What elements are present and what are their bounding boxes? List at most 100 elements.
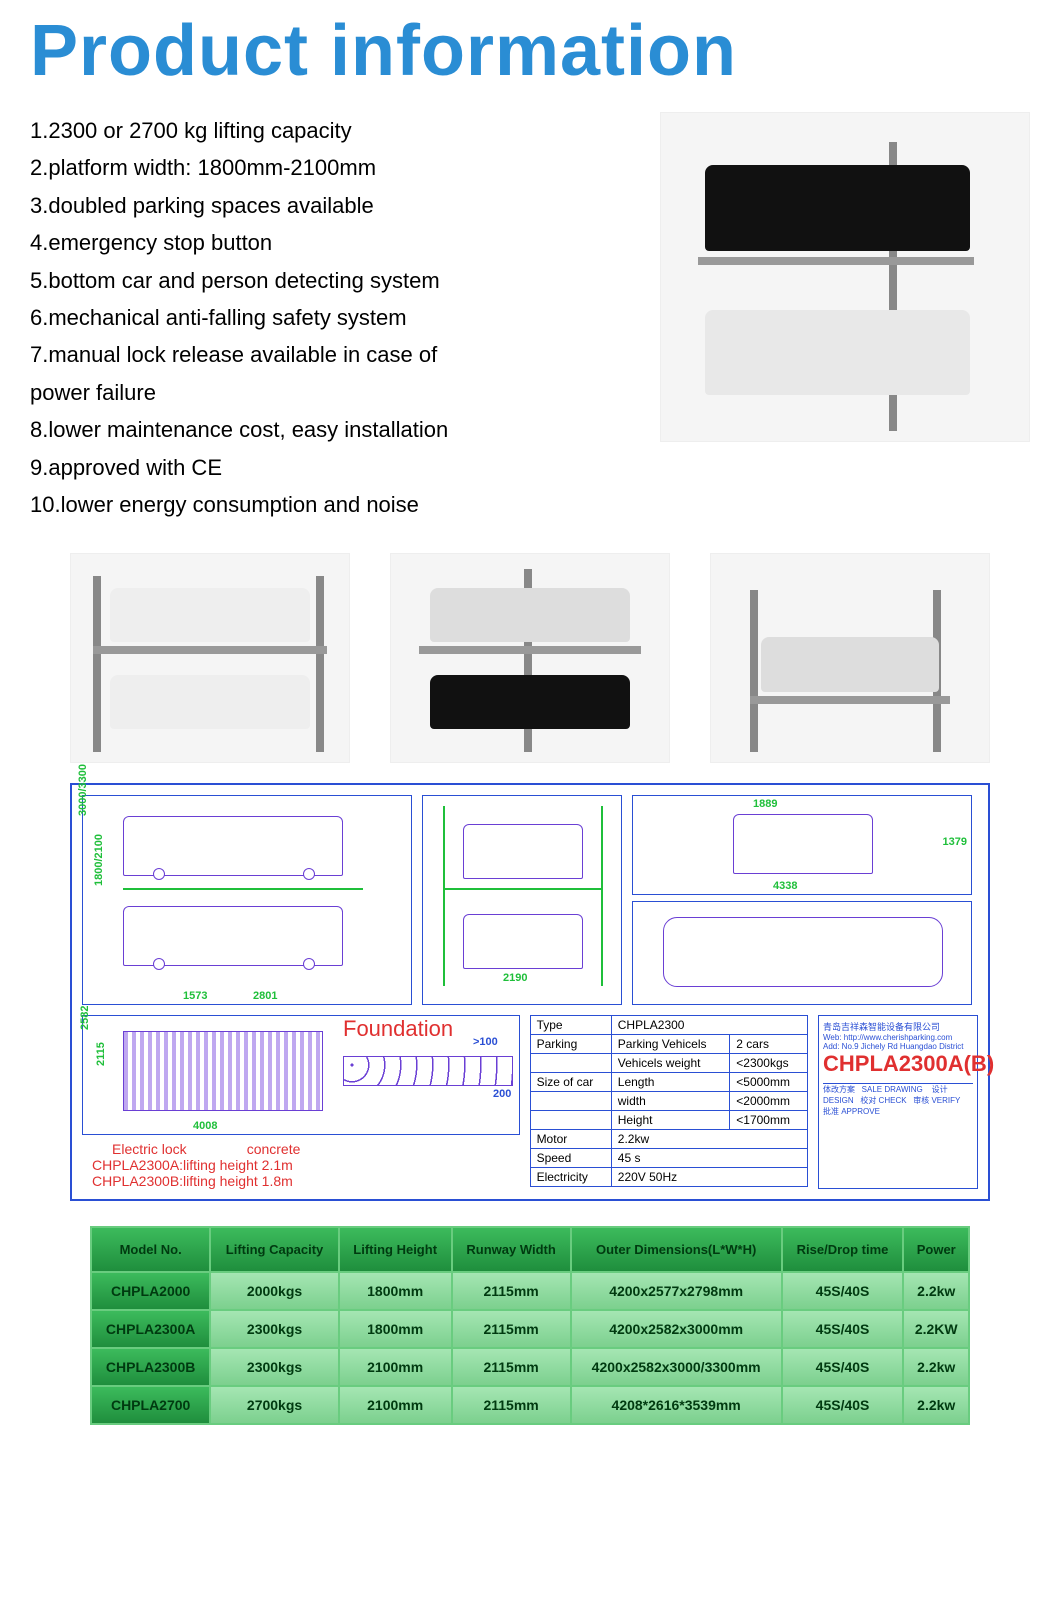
- spec-model-cell: CHPLA2300B: [91, 1348, 210, 1386]
- spec-header: Rise/Drop time: [782, 1227, 904, 1272]
- feature-line: 6.mechanical anti-falling safety system: [30, 299, 640, 336]
- mini-cell: 2 cars: [730, 1035, 808, 1054]
- mini-cell: Electricity: [530, 1168, 611, 1187]
- feature-line: power failure: [30, 374, 640, 411]
- feature-line: 5.bottom car and person detecting system: [30, 262, 640, 299]
- feature-line: 8.lower maintenance cost, easy installat…: [30, 411, 640, 448]
- mini-cell: Parking: [530, 1035, 611, 1054]
- spec-cell: 2100mm: [339, 1348, 452, 1386]
- spec-header: Lifting Height: [339, 1227, 452, 1272]
- mini-cell: width: [611, 1092, 730, 1111]
- mini-cell: [530, 1054, 611, 1073]
- spec-cell: 45S/40S: [782, 1386, 904, 1424]
- spec-cell: 2.2kw: [903, 1386, 969, 1424]
- mini-cell: [530, 1092, 611, 1111]
- spec-cell: 2700kgs: [210, 1386, 339, 1424]
- concrete-label: concrete: [247, 1141, 301, 1157]
- mini-cell: Speed: [530, 1149, 611, 1168]
- dim-base-width: 1573: [183, 990, 207, 1002]
- gallery-image-2: [390, 553, 670, 763]
- feature-line: 2.platform width: 1800mm-2100mm: [30, 149, 640, 186]
- feature-line: 9.approved with CE: [30, 449, 640, 486]
- mini-cell: Size of car: [530, 1073, 611, 1092]
- spec-table: Model No.Lifting CapacityLifting HeightR…: [90, 1226, 970, 1425]
- foundation-title: Foundation: [343, 1016, 453, 1042]
- mini-cell: <5000mm: [730, 1073, 808, 1092]
- spec-cell: 2115mm: [452, 1310, 571, 1348]
- spec-cell: 4200x2577x2798mm: [571, 1272, 782, 1310]
- top-row: 1.2300 or 2700 kg lifting capacity2.plat…: [30, 112, 1030, 523]
- spec-cell: 2.2kw: [903, 1272, 969, 1310]
- feature-line: 10.lower energy consumption and noise: [30, 486, 640, 523]
- spec-cell: 1800mm: [339, 1272, 452, 1310]
- mini-cell: Type: [530, 1016, 611, 1035]
- gallery-image-1: [70, 553, 350, 763]
- diagram-spec-table: TypeCHPLA2300ParkingParking Vehicels2 ca…: [530, 1015, 808, 1187]
- technical-diagram: 3000/3300 1800/2100 1573 2801 2190 1889: [70, 783, 990, 1201]
- mini-cell: Height: [611, 1111, 730, 1130]
- spec-cell: 2100mm: [339, 1386, 452, 1424]
- spec-cell: 4200x2582x3000mm: [571, 1310, 782, 1348]
- spec-cell: 45S/40S: [782, 1272, 904, 1310]
- feature-line: 7.manual lock release available in case …: [30, 336, 640, 373]
- dim-inner-width: 2190: [503, 972, 527, 984]
- dim-found-clear: >100: [473, 1036, 498, 1048]
- dim-found-thick: 200: [493, 1088, 511, 1100]
- feature-list: 1.2300 or 2700 kg lifting capacity2.plat…: [30, 112, 640, 523]
- mini-cell: Length: [611, 1073, 730, 1092]
- hero-product-image: [660, 112, 1030, 442]
- dim-plat-w2: 2115: [95, 1042, 107, 1066]
- spec-header: Power: [903, 1227, 969, 1272]
- mini-cell: 45 s: [611, 1149, 807, 1168]
- spec-cell: 2.2KW: [903, 1310, 969, 1348]
- spec-cell: 2000kgs: [210, 1272, 339, 1310]
- dim-outer-width: 2801: [253, 990, 277, 1002]
- spec-cell: 2115mm: [452, 1348, 571, 1386]
- mini-cell: Vehicels weight: [611, 1054, 730, 1073]
- mini-cell: [530, 1111, 611, 1130]
- mini-cell: Motor: [530, 1130, 611, 1149]
- spec-header: Lifting Capacity: [210, 1227, 339, 1272]
- dim-overall-height: 3000/3300: [77, 764, 89, 816]
- spec-header: Runway Width: [452, 1227, 571, 1272]
- mini-cell: 220V 50Hz: [611, 1168, 807, 1187]
- mini-cell: <2300kgs: [730, 1054, 808, 1073]
- dim-platform-height: 1800/2100: [93, 834, 105, 886]
- dim-car-width: 1889: [753, 798, 777, 810]
- spec-cell: 1800mm: [339, 1310, 452, 1348]
- image-gallery: [30, 553, 1030, 763]
- mini-cell: Parking Vehicels: [611, 1035, 730, 1054]
- page-title: Product information: [30, 0, 1030, 112]
- spec-cell: 45S/40S: [782, 1348, 904, 1386]
- spec-model-cell: CHPLA2700: [91, 1386, 210, 1424]
- spec-cell: 2115mm: [452, 1386, 571, 1424]
- spec-cell: 45S/40S: [782, 1310, 904, 1348]
- dim-car-height: 1379: [943, 836, 967, 848]
- gallery-image-3: [710, 553, 990, 763]
- spec-table-wrap: Model No.Lifting CapacityLifting HeightR…: [90, 1226, 970, 1425]
- feature-line: 4.emergency stop button: [30, 224, 640, 261]
- electric-lock-label: Electric lock: [112, 1141, 187, 1157]
- dim-plat-w1: 2582: [79, 1006, 91, 1030]
- spec-cell: 2.2kw: [903, 1348, 969, 1386]
- mini-cell: 2.2kw: [611, 1130, 807, 1149]
- feature-line: 3.doubled parking spaces available: [30, 187, 640, 224]
- spec-model-cell: CHPLA2300A: [91, 1310, 210, 1348]
- spec-header: Model No.: [91, 1227, 210, 1272]
- model-name-large: CHPLA2300A(B): [823, 1051, 973, 1077]
- mini-cell: <1700mm: [730, 1111, 808, 1130]
- spec-cell: 2300kgs: [210, 1310, 339, 1348]
- lift-note-b: CHPLA2300B:lifting height 1.8m: [82, 1173, 520, 1189]
- spec-cell: 2115mm: [452, 1272, 571, 1310]
- spec-header: Outer Dimensions(L*W*H): [571, 1227, 782, 1272]
- spec-cell: 2300kgs: [210, 1348, 339, 1386]
- dim-plat-len: 4008: [193, 1120, 217, 1132]
- mini-cell: CHPLA2300: [611, 1016, 807, 1035]
- title-block: 青岛吉祥森智能设备有限公司 Web: http://www.cherishpar…: [818, 1015, 978, 1189]
- dim-car-length: 4338: [773, 880, 797, 892]
- spec-model-cell: CHPLA2000: [91, 1272, 210, 1310]
- lift-note-a: CHPLA2300A:lifting height 2.1m: [82, 1157, 520, 1173]
- spec-cell: 4200x2582x3000/3300mm: [571, 1348, 782, 1386]
- mini-cell: <2000mm: [730, 1092, 808, 1111]
- spec-cell: 4208*2616*3539mm: [571, 1386, 782, 1424]
